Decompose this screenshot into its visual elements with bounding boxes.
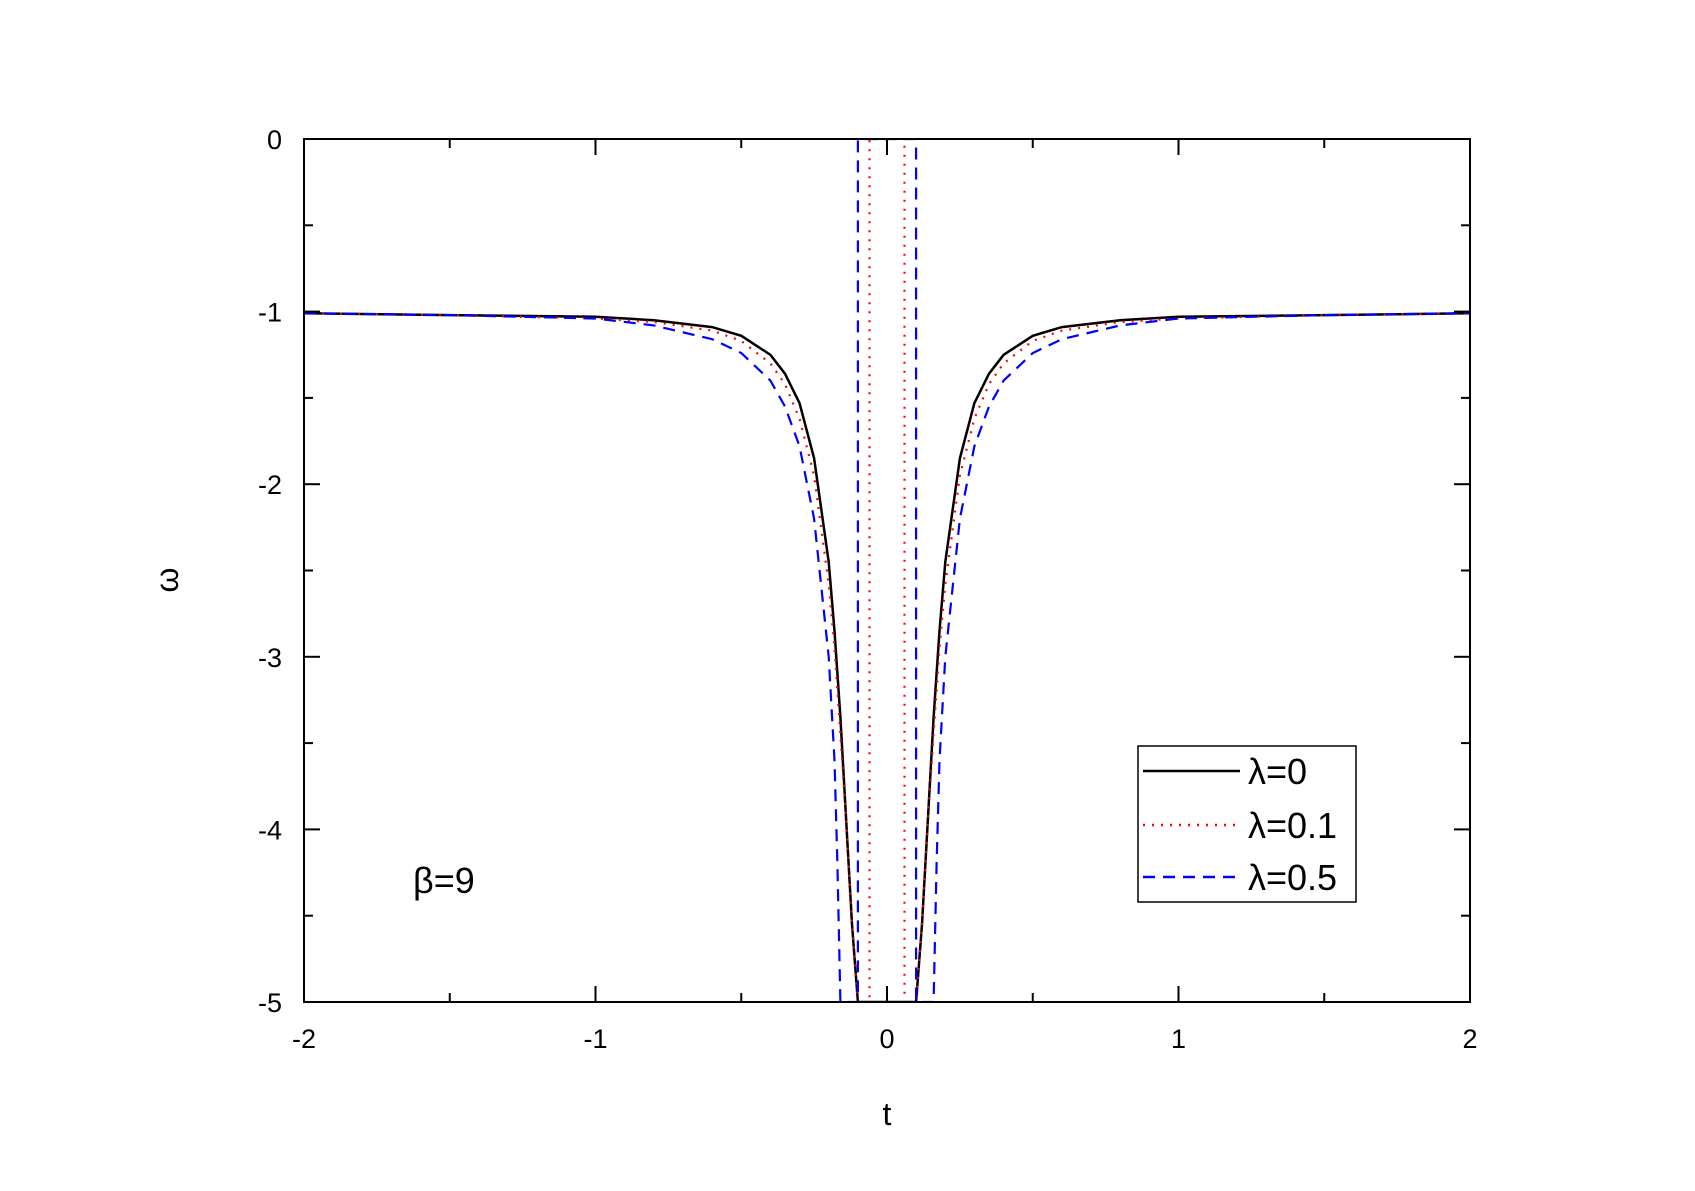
ticks-layer: -2 -1 0 1 2 0 -1 -2 -3 -4 -5 bbox=[258, 125, 1478, 1054]
y-tick-label: -4 bbox=[258, 815, 282, 845]
beta-annotation: β=9 bbox=[413, 860, 475, 901]
x-tick-label: 0 bbox=[879, 1024, 894, 1054]
y-tick-label: -2 bbox=[258, 470, 282, 500]
y-tick-label: -5 bbox=[258, 988, 282, 1018]
legend: λ=0 λ=0.1 λ=0.5 bbox=[1137, 745, 1357, 903]
y-tick-label: 0 bbox=[267, 125, 282, 155]
x-tick-label: 1 bbox=[1171, 1024, 1186, 1054]
y-axis-label: ω bbox=[149, 568, 185, 593]
legend-label-lambda-0.5: λ=0.5 bbox=[1248, 857, 1337, 898]
x-tick-label: -1 bbox=[583, 1024, 607, 1054]
x-tick-label: -2 bbox=[292, 1024, 316, 1054]
legend-label-lambda-0: λ=0 bbox=[1248, 751, 1307, 792]
series-line-λ=0.1 bbox=[304, 139, 1470, 1002]
series-layer bbox=[304, 139, 1470, 1002]
x-axis-label: t bbox=[883, 1096, 892, 1132]
x-tick-label: 2 bbox=[1462, 1024, 1477, 1054]
series-line-λ=0.5 bbox=[304, 139, 1470, 1002]
y-tick-label: -3 bbox=[258, 643, 282, 673]
series-line-λ=0 bbox=[304, 312, 1470, 1002]
legend-label-lambda-0.1: λ=0.1 bbox=[1248, 805, 1337, 846]
y-tick-label: -1 bbox=[258, 298, 282, 328]
